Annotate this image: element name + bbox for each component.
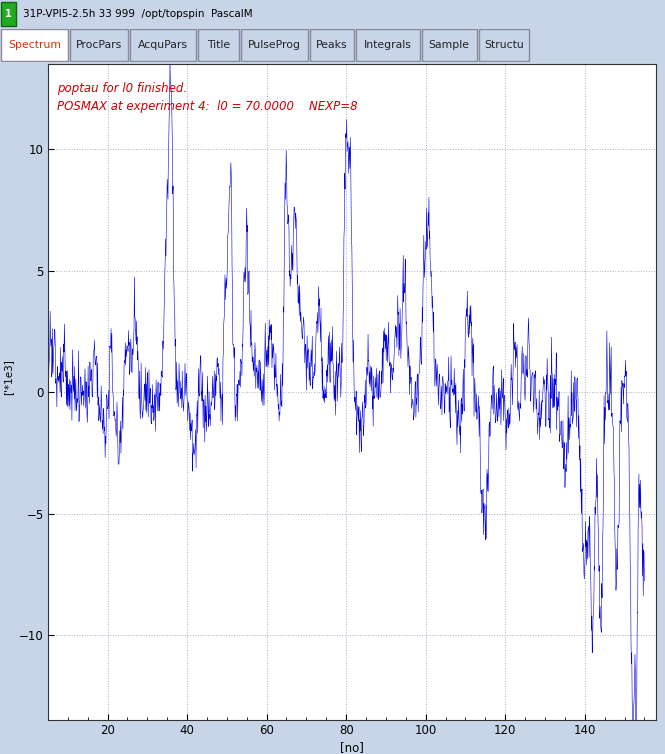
FancyBboxPatch shape bbox=[422, 29, 477, 60]
FancyBboxPatch shape bbox=[70, 29, 128, 60]
FancyBboxPatch shape bbox=[479, 29, 529, 60]
FancyBboxPatch shape bbox=[130, 29, 196, 60]
Text: ['*1e3]: ['*1e3] bbox=[3, 359, 13, 395]
Text: Sample: Sample bbox=[429, 39, 469, 50]
Text: Spectrum: Spectrum bbox=[8, 39, 61, 50]
X-axis label: [no]: [no] bbox=[340, 741, 364, 754]
Text: Structu: Structu bbox=[484, 39, 523, 50]
Text: 31P-VPI5-2.5h 33 999  /opt/topspin  PascalM: 31P-VPI5-2.5h 33 999 /opt/topspin Pascal… bbox=[23, 9, 253, 20]
Text: Integrals: Integrals bbox=[364, 39, 412, 50]
Text: PulseProg: PulseProg bbox=[248, 39, 301, 50]
Text: 1: 1 bbox=[5, 9, 12, 20]
Text: Peaks: Peaks bbox=[317, 39, 348, 50]
Text: POSMAX at experiment 4:  l0 = 70.0000    NEXP=8: POSMAX at experiment 4: l0 = 70.0000 NEX… bbox=[57, 100, 358, 113]
Text: poptau for l0 finished.: poptau for l0 finished. bbox=[57, 82, 187, 96]
Text: Title: Title bbox=[207, 39, 230, 50]
FancyBboxPatch shape bbox=[241, 29, 308, 60]
Bar bbox=[1, 2, 16, 26]
FancyBboxPatch shape bbox=[198, 29, 239, 60]
Text: ProcPars: ProcPars bbox=[76, 39, 122, 50]
FancyBboxPatch shape bbox=[1, 29, 68, 60]
FancyBboxPatch shape bbox=[356, 29, 420, 60]
Text: AcquPars: AcquPars bbox=[138, 39, 188, 50]
FancyBboxPatch shape bbox=[310, 29, 354, 60]
